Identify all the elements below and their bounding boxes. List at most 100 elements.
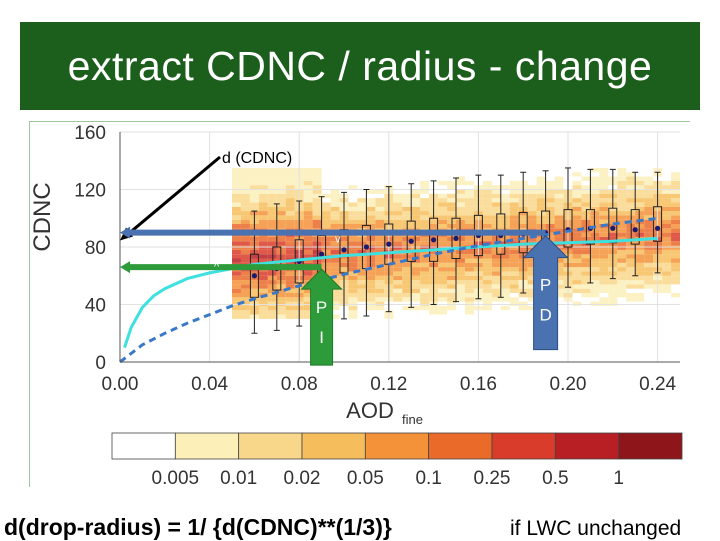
heat-cell xyxy=(554,258,564,263)
heat-cell xyxy=(438,271,448,276)
heat-cell xyxy=(366,198,376,203)
heat-cell xyxy=(644,211,654,216)
heat-cell xyxy=(599,280,609,285)
heat-cell xyxy=(635,267,645,272)
heat-cell xyxy=(348,258,358,263)
heat-cell xyxy=(581,249,591,255)
heat-cell xyxy=(464,236,474,242)
heat-cell xyxy=(500,262,510,268)
black-arrow-line xyxy=(123,155,221,239)
heat-cell xyxy=(330,267,340,272)
heat-cell xyxy=(402,202,412,207)
heat-cell xyxy=(635,275,645,281)
heat-cell xyxy=(330,305,340,311)
heat-cell xyxy=(312,219,322,224)
heat-cell xyxy=(671,176,680,181)
heat-cell xyxy=(554,193,564,199)
heat-cell xyxy=(285,275,295,281)
heat-cell xyxy=(366,284,376,289)
heat-cell xyxy=(240,172,250,177)
colorbar-label: 0.005 xyxy=(152,468,200,487)
heat-cell xyxy=(411,262,421,268)
heat-cell xyxy=(393,211,403,216)
heat-cell xyxy=(330,271,340,276)
heat-cell xyxy=(276,172,286,177)
heat-cell xyxy=(411,193,421,199)
heat-cell xyxy=(240,211,250,216)
heat-cell xyxy=(644,280,654,285)
heat-cell xyxy=(240,284,250,289)
heat-cell xyxy=(232,211,241,216)
heat-cell xyxy=(240,185,250,190)
heat-cell xyxy=(671,236,680,242)
heat-cell xyxy=(276,206,286,212)
heat-cell xyxy=(303,271,313,276)
heat-cell xyxy=(393,267,403,272)
heat-cell xyxy=(518,305,528,311)
heat-cell xyxy=(482,254,492,259)
heat-cell xyxy=(491,193,501,199)
heat-cell xyxy=(572,215,582,220)
heat-cell xyxy=(509,249,519,255)
box-median-dot xyxy=(408,238,414,244)
heat-cell xyxy=(464,224,474,229)
heat-cell xyxy=(599,258,609,263)
heat-cell xyxy=(590,258,600,263)
heat-cell xyxy=(599,297,609,302)
heat-cell xyxy=(402,211,412,216)
heat-cell xyxy=(662,249,672,255)
heat-cell xyxy=(348,301,358,306)
heat-cell xyxy=(339,236,349,242)
heat-cell xyxy=(420,211,430,216)
heat-cell xyxy=(662,224,672,229)
heat-cell xyxy=(258,297,268,302)
heat-cell xyxy=(420,185,430,190)
heat-cell xyxy=(249,258,259,263)
heat-cell xyxy=(662,262,672,268)
heat-cell xyxy=(393,224,403,229)
heat-cell xyxy=(240,293,250,298)
heat-cell xyxy=(464,211,474,216)
heat-cell xyxy=(411,275,421,281)
heat-cell xyxy=(662,211,672,216)
heat-cell xyxy=(330,198,340,203)
heat-cell xyxy=(393,254,403,259)
heat-cell xyxy=(240,245,250,250)
heat-cell xyxy=(626,189,636,194)
heat-cell xyxy=(438,215,448,220)
heat-cell xyxy=(393,297,403,302)
heat-cell xyxy=(438,262,448,268)
colorbar-swatch xyxy=(174,432,240,460)
box-median-dot xyxy=(610,225,616,231)
heat-cell xyxy=(375,198,385,203)
box-median-dot xyxy=(632,227,638,233)
heat-cell xyxy=(303,198,313,203)
heat-cell xyxy=(249,167,259,173)
heat-cell xyxy=(491,284,501,289)
heat-cell xyxy=(402,280,412,285)
heat-cell xyxy=(662,241,672,246)
heat-cell xyxy=(447,180,456,186)
heat-cell xyxy=(438,249,448,255)
heat-cell xyxy=(581,189,591,194)
heat-cell xyxy=(644,224,654,229)
heat-cell xyxy=(536,206,546,212)
heat-cell xyxy=(232,297,241,302)
heat-cell xyxy=(491,271,501,276)
heat-cell xyxy=(366,202,376,207)
heat-cell xyxy=(276,241,286,246)
heat-cell xyxy=(536,185,546,190)
heat-cell xyxy=(258,206,268,212)
heat-cell xyxy=(429,219,439,224)
heat-cell xyxy=(572,284,582,289)
heat-cell xyxy=(393,241,403,246)
heat-cell xyxy=(232,284,241,289)
heat-cell xyxy=(330,314,340,319)
heat-cell xyxy=(285,167,295,173)
heat-cell xyxy=(366,206,376,212)
heat-cell xyxy=(420,284,430,289)
heat-cell xyxy=(671,219,680,224)
heat-cell xyxy=(464,267,474,272)
heat-cell xyxy=(402,215,412,220)
heat-cell xyxy=(581,176,591,181)
